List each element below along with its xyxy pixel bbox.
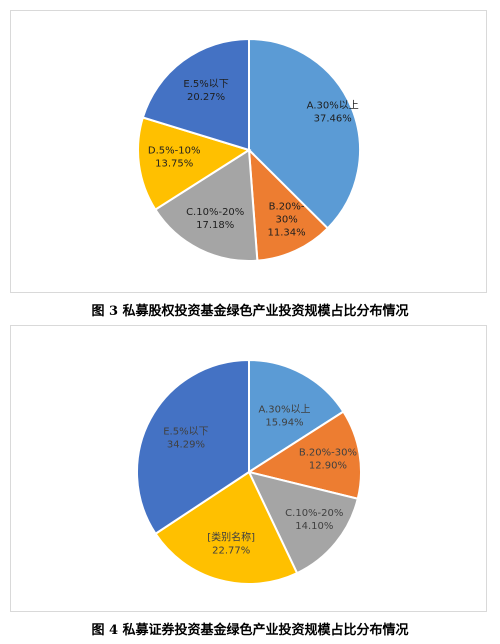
pie-slice (154, 470, 299, 585)
slice-category-label: B.20%-30% (299, 447, 357, 458)
slice-data-label: E.5%以下 34.29% (163, 427, 208, 451)
slice-percent-label: 20.27% (187, 92, 225, 103)
slice-category-label: 30% (275, 215, 297, 226)
slice-category-label: E.5%以下 (163, 427, 208, 438)
pie-slice (153, 148, 259, 262)
pie-chart-fig4: A.30%以上 15.94% B.20%-30% 12.90% C.10%-20% 14.… (10, 325, 487, 612)
slice-category-label: A.30%以上 (258, 404, 310, 416)
slice-data-label: E.5%以下 20.27% (183, 79, 228, 103)
slice-percent-label: 15.94% (265, 418, 303, 429)
slice-percent-label: 17.18% (196, 220, 234, 231)
slice-data-label: A.30%以上 15.94% (258, 404, 310, 429)
pie-chart-fig3: A.30%以上 37.46% B.20%- 30% 11.34% C.10%-20% 17.… (10, 10, 487, 293)
slice-data-label: A.30%以上 37.46% (307, 100, 359, 125)
figure-3-caption: 图 3 私募股权投资基金绿色产业投资规模占比分布情况 (91, 304, 409, 319)
slice-percent-label: 37.46% (314, 114, 352, 125)
pie-slice (247, 147, 330, 262)
pie-chart-fig4-svg: A.30%以上 15.94% B.20%-30% 12.90% C.10%-20% 14.… (136, 358, 362, 585)
slice-data-label: B.20%-30% 12.90% (299, 447, 357, 471)
slice-data-label: C.10%-20% 14.10% (285, 508, 343, 532)
pie-slice (141, 37, 250, 152)
slice-percent-label: 22.77% (212, 546, 250, 557)
slice-percent-label: 34.29% (167, 440, 205, 451)
slice-percent-label: 12.90% (309, 460, 347, 471)
slice-category-label: C.10%-20% (186, 207, 244, 218)
pie-slice (246, 410, 362, 500)
pie-slice (136, 358, 250, 536)
slice-percent-label: 14.10% (295, 521, 333, 532)
pie-slice (248, 358, 345, 474)
pie-slice (137, 116, 252, 211)
slice-category-label: A.30%以上 (307, 100, 359, 112)
slice-data-label: C.10%-20% 17.18% (186, 207, 244, 231)
pie-slice (248, 37, 362, 230)
figure-4-caption: 图 4 私募证券投资基金绿色产业投资规模占比分布情况 (91, 623, 409, 638)
slice-category-label: E.5%以下 (183, 79, 228, 90)
slice-category-label: C.10%-20% (285, 508, 343, 519)
slice-category-label: B.20%- (269, 202, 305, 213)
slice-data-label: [类别名称] 22.77% (207, 531, 255, 557)
slice-data-label: B.20%- 30% 11.34% (268, 202, 306, 239)
slice-category-label: [类别名称] (207, 531, 255, 544)
pie-chart-fig3-svg: A.30%以上 37.46% B.20%- 30% 11.34% C.10%-20% 17.… (137, 37, 362, 262)
pie-slice (247, 470, 359, 575)
slice-percent-label: 13.75% (155, 159, 193, 170)
slice-category-label: D.5%-10% (148, 146, 201, 157)
slice-percent-label: 11.34% (268, 228, 306, 239)
slice-data-label: D.5%-10% 13.75% (148, 146, 201, 170)
